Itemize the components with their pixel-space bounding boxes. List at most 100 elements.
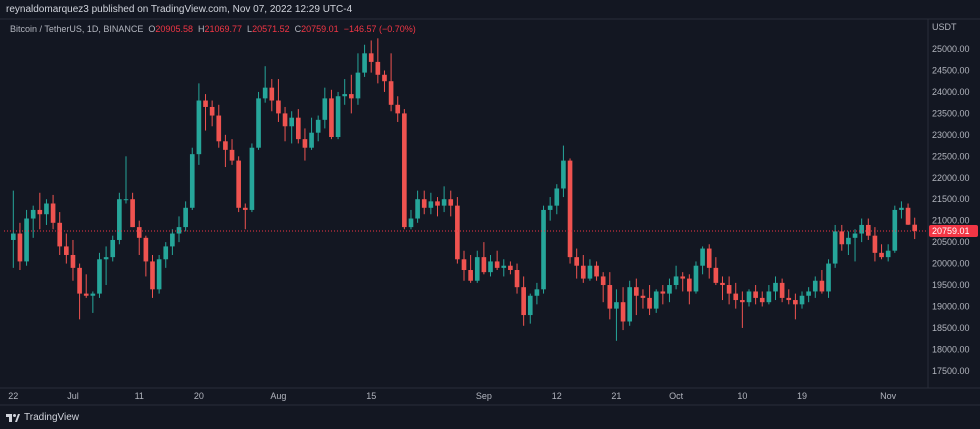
candle-body-down	[375, 61, 381, 75]
candle-body-down	[229, 149, 235, 161]
candle-body-up	[362, 53, 367, 73]
time-tick-label: Aug	[270, 391, 286, 401]
candle-body-up	[826, 263, 831, 292]
candle-body-down	[786, 297, 792, 301]
candle-body-down	[680, 276, 686, 279]
candle-body-up	[501, 265, 507, 268]
candle-body-down	[865, 224, 871, 236]
candle-body-down	[143, 237, 149, 262]
candle-body-up	[262, 87, 268, 99]
low-value: 20571.52	[252, 24, 290, 34]
price-axis[interactable]: 17500.00 18000.00 18500.00 19000.00 19500.00…	[932, 44, 970, 376]
candle-body-down	[83, 293, 89, 296]
price-tick-label: 21500.00	[932, 194, 970, 204]
candle-body-down	[209, 106, 215, 116]
candle-body-up	[408, 218, 414, 228]
last-price-tag	[929, 225, 978, 238]
candle-body-down	[329, 98, 334, 137]
price-tick-label: 17500.00	[932, 366, 970, 376]
candle-body-up	[163, 246, 169, 260]
candle-body-down	[839, 231, 845, 245]
candle-body-down	[508, 265, 513, 271]
high-value: 21069.77	[204, 24, 243, 34]
candle-body-up	[488, 261, 493, 273]
candle-body-down	[382, 74, 387, 82]
candle-body-down	[872, 235, 878, 253]
candle-body-down	[395, 104, 401, 114]
time-tick-label: 10	[737, 391, 747, 401]
candle-body-up	[10, 233, 16, 240]
candle-body-down	[879, 252, 884, 258]
time-tick-label: 20	[194, 391, 204, 401]
candle-body-up	[554, 188, 560, 206]
candle-body-up	[117, 199, 122, 240]
candle-body-down	[905, 207, 911, 225]
candle-body-up	[110, 239, 116, 258]
candle-body-up	[170, 233, 175, 247]
candle-body-up	[852, 233, 858, 238]
candle-body-down	[634, 287, 639, 296]
candle-body-down	[57, 222, 63, 247]
candle-body-down	[468, 270, 473, 281]
price-tick-label: 19500.00	[932, 280, 970, 290]
time-tick-label: 21	[611, 391, 621, 401]
candle-body-up	[667, 285, 672, 294]
footer-brand[interactable]: TradingView	[6, 412, 79, 423]
candle-body-down	[223, 141, 228, 150]
candle-body-down	[17, 233, 23, 262]
candle-body-down	[521, 287, 526, 316]
candle-body-up	[627, 287, 633, 322]
candle-body-up	[196, 100, 202, 155]
time-tick-label: Oct	[669, 391, 684, 401]
candle-body-down	[216, 115, 222, 142]
price-tick-label: 22000.00	[932, 173, 970, 183]
candle-body-up	[97, 259, 102, 294]
candle-body-up	[846, 237, 851, 245]
open-value: 20905.58	[155, 24, 193, 34]
candle-body-up	[183, 207, 188, 228]
candle-body-up	[899, 207, 904, 210]
candle-body-down	[455, 205, 460, 260]
candle-body-down	[130, 199, 135, 228]
candle-body-down	[461, 259, 467, 271]
candle-body-down	[37, 209, 43, 215]
open-label: O	[148, 24, 156, 34]
candle-body-up	[693, 265, 699, 292]
candle-body-up	[342, 94, 348, 97]
candle-body-up	[859, 224, 864, 234]
publisher-line: reynaldomarquez3 published on TradingVie…	[6, 4, 353, 15]
price-tick-label: 24500.00	[932, 65, 970, 75]
candle-body-down	[50, 203, 56, 223]
candle-body-down	[269, 87, 275, 101]
price-tick-label: 18500.00	[932, 323, 970, 333]
candle-body-down	[793, 300, 798, 305]
candle-body-up	[44, 203, 49, 215]
candle-body-down	[136, 227, 142, 238]
high-label: H	[197, 24, 205, 34]
change-value: −146.57 (−0.70%)	[343, 24, 416, 34]
candle-body-down	[349, 94, 354, 99]
price-tick-label: 20000.00	[932, 259, 970, 269]
candle-body-up	[428, 201, 434, 208]
candle-body-down	[726, 285, 732, 294]
candle-body-up	[123, 199, 129, 201]
currency-label: USDT	[932, 22, 957, 32]
candle-body-down	[740, 300, 745, 303]
time-axis[interactable]: 22 Jul 11 20 Aug 15 Sep 12 21 Oct 10 19 Nov	[8, 391, 896, 401]
footer-brand-label: TradingView	[24, 412, 80, 423]
candle-body-down	[819, 280, 825, 292]
time-tick-label: 11	[135, 391, 144, 401]
candle-body-up	[256, 98, 261, 148]
price-tick-label: 23500.00	[932, 108, 970, 118]
candle-body-up	[156, 259, 162, 290]
candle-body-down	[242, 207, 248, 210]
last-price-label: 20759.01	[932, 226, 970, 236]
candle-body-up	[832, 231, 838, 264]
candle-body-down	[753, 291, 758, 298]
candle-body-down	[448, 199, 454, 206]
candle-body-down	[733, 293, 739, 301]
price-tick-label: 25000.00	[932, 44, 970, 54]
candle-body-down	[70, 254, 76, 268]
candle-body-down	[203, 100, 208, 107]
